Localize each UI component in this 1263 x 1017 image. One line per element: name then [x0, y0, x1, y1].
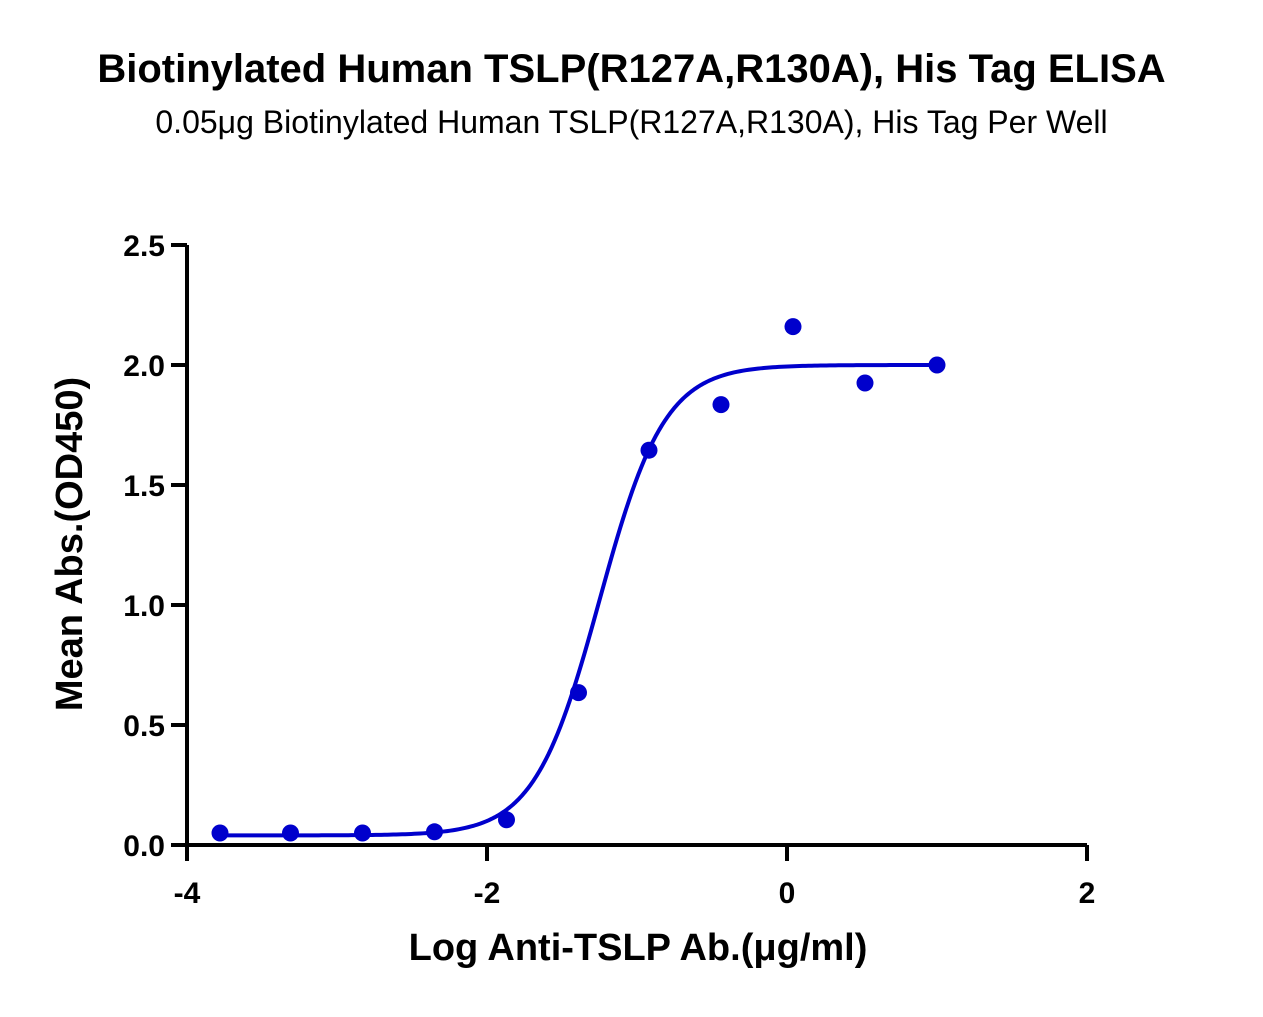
chart-title: Biotinylated Human TSLP(R127A,R130A), Hi… [97, 47, 1166, 91]
data-point [570, 684, 587, 702]
data-point [211, 824, 229, 842]
chart-subtitle: 0.05μg Biotinylated Human TSLP(R127A,R13… [155, 104, 1108, 140]
y-axis-title: Mean Abs.(OD450) [49, 377, 91, 711]
data-point [640, 441, 658, 459]
data-point [928, 356, 946, 374]
x-axis-title: Log Anti-TSLP Ab.(μg/ml) [409, 927, 868, 969]
y-tick-label: 1.0 [123, 590, 165, 623]
y-tick-label: 2.0 [123, 350, 165, 383]
y-tick-label: 1.5 [123, 470, 165, 503]
fit-curve-layer [218, 363, 939, 838]
data-point [426, 823, 443, 841]
x-tick-label: 2 [1079, 877, 1096, 910]
x-tick-label: -4 [174, 877, 201, 910]
data-points-layer [211, 318, 946, 842]
fit-curve [218, 363, 939, 838]
data-point [784, 318, 802, 336]
data-point [354, 824, 371, 842]
data-point [856, 374, 874, 392]
x-tick-label: -2 [474, 877, 501, 910]
axes: 0.0 0.5 1.0 1.5 2.0 2.5 -4 -2 0 2 [123, 230, 1095, 910]
y-tick-label: 0.0 [123, 830, 165, 863]
y-tick-label: 2.5 [123, 230, 165, 263]
y-tick-label: 0.5 [123, 710, 165, 743]
x-tick-label: 0 [779, 877, 796, 910]
data-point [282, 824, 299, 842]
data-point [498, 811, 515, 829]
data-point [712, 396, 730, 414]
